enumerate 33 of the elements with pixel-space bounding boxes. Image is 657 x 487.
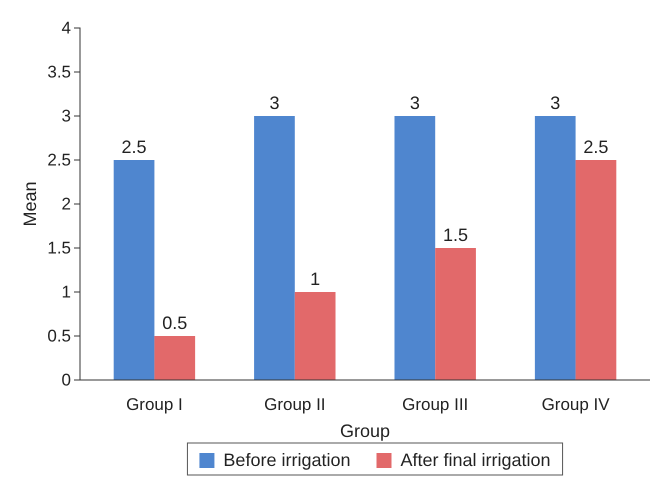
data-label: 2.5 [122,137,147,157]
y-tick-label: 3 [62,106,71,126]
bar [254,116,295,380]
x-tick-label: Group II [264,395,326,414]
data-label: 3 [550,93,560,113]
x-axis-title: Group [340,421,390,441]
data-label: 3 [410,93,420,113]
data-label: 2.5 [583,137,608,157]
bar [435,248,476,380]
y-axis-title: Mean [20,181,40,227]
x-tick-label: Group I [126,395,183,414]
data-label: 1.5 [443,225,468,245]
y-tick-label: 1 [62,282,71,302]
y-tick-label: 0 [62,370,71,390]
bar [154,336,196,380]
x-tick-label: Group IV [542,395,610,414]
data-label: 3 [269,93,280,113]
legend-label: After final irrigation [400,450,551,470]
bar [294,292,336,380]
bar [114,160,154,380]
bar [534,116,576,380]
x-tick-label: Group III [402,395,468,414]
bar [394,116,436,380]
bar [576,160,616,380]
y-tick-label: 2 [62,194,71,214]
y-tick-label: 3.5 [47,62,71,82]
y-tick-label: 4 [62,18,71,38]
y-tick-label: 0.5 [47,326,71,346]
y-tick-label: 2.5 [47,150,71,170]
data-label: 0.5 [162,313,188,333]
y-tick-label: 1.5 [47,238,71,258]
legend-label: Before irrigation [223,450,350,470]
data-label: 1 [310,269,320,289]
